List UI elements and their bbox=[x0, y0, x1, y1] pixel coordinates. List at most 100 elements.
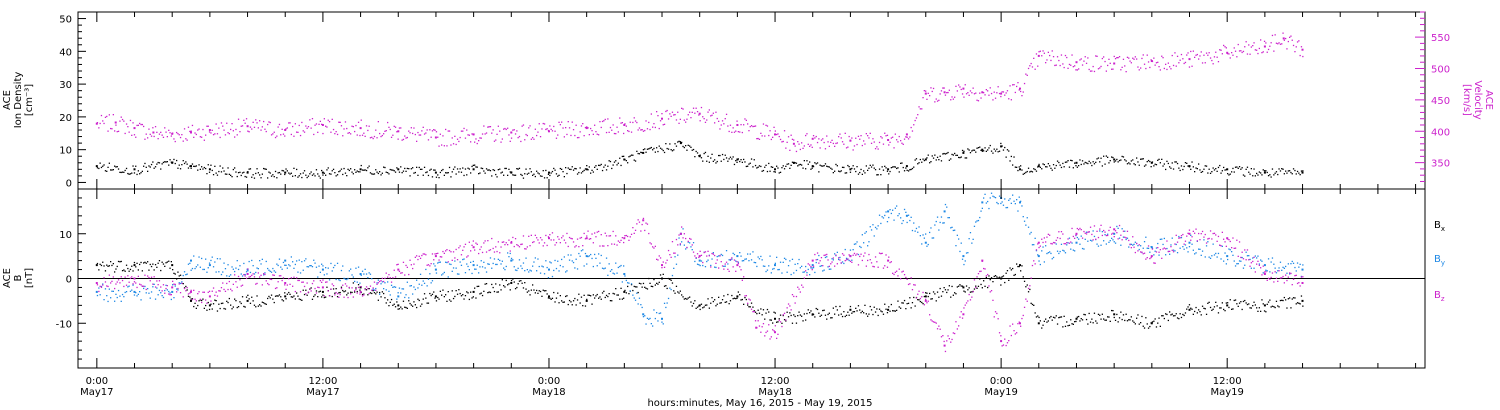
bx-series-sample bbox=[1101, 313, 1103, 315]
by-series-sample bbox=[317, 276, 319, 278]
by-series-sample bbox=[408, 297, 410, 299]
bz-series-sample bbox=[1191, 236, 1193, 238]
velocity-series-point bbox=[114, 121, 117, 124]
bz-series-point bbox=[133, 277, 136, 280]
bx-series-sample bbox=[943, 287, 945, 289]
bz-series-sample bbox=[186, 287, 188, 289]
velocity-series-sample bbox=[532, 137, 534, 139]
bz-series-sample bbox=[692, 251, 695, 253]
by-series-sample bbox=[323, 274, 325, 276]
bz-series-sample bbox=[652, 246, 654, 248]
bx-series-sample bbox=[241, 296, 244, 298]
velocity-series-sample bbox=[546, 128, 548, 130]
density-series-sample bbox=[191, 163, 194, 165]
by-series-sample bbox=[818, 254, 820, 257]
bz-series-sample bbox=[1081, 237, 1084, 239]
bz-series-sample bbox=[380, 280, 382, 282]
velocity-series-sample bbox=[327, 119, 329, 121]
by-series-sample bbox=[161, 295, 163, 297]
density-series-sample bbox=[692, 148, 695, 151]
by-series-sample bbox=[549, 261, 551, 263]
bx-series-sample bbox=[265, 303, 267, 305]
bx-series-sample bbox=[203, 307, 205, 309]
bx-series-sample bbox=[783, 319, 786, 321]
density-series-point bbox=[679, 142, 682, 145]
by-series-sample bbox=[508, 256, 510, 258]
bz-series-sample bbox=[541, 239, 543, 241]
density-series-sample bbox=[747, 165, 749, 167]
bz-series-sample bbox=[903, 274, 906, 276]
density-series-sample bbox=[376, 171, 378, 173]
bz-series-point bbox=[811, 259, 814, 262]
bx-series-sample bbox=[852, 311, 854, 313]
density-series-sample bbox=[723, 158, 725, 161]
velocity-series-sample bbox=[1008, 98, 1010, 100]
bz-series-sample bbox=[267, 282, 269, 285]
by-series-sample bbox=[1000, 202, 1002, 205]
bx-series-sample bbox=[534, 292, 536, 294]
velocity-series-sample bbox=[310, 127, 312, 129]
density-series-sample bbox=[988, 147, 990, 149]
bz-series-sample bbox=[357, 286, 360, 289]
density-series-sample bbox=[314, 175, 316, 177]
bx-series-sample bbox=[1228, 306, 1230, 309]
by-series-point bbox=[774, 264, 776, 267]
by-series-sample bbox=[299, 272, 302, 274]
velocity-series-sample bbox=[1154, 64, 1156, 66]
by-series-sample bbox=[314, 262, 316, 264]
bz-series-sample bbox=[686, 246, 688, 249]
density-series-sample bbox=[621, 155, 623, 158]
bx-series-sample bbox=[299, 298, 302, 301]
bz-series-sample bbox=[331, 283, 333, 285]
velocity-series-sample bbox=[240, 125, 242, 127]
bx-series-sample bbox=[1260, 310, 1262, 312]
density-series-sample bbox=[285, 168, 287, 170]
by-series-sample bbox=[563, 256, 565, 258]
bx-series-point bbox=[171, 264, 174, 267]
bz-series-sample bbox=[702, 261, 704, 264]
bz-series-sample bbox=[433, 259, 435, 261]
bz-series-sample bbox=[1118, 224, 1121, 227]
velocity-series-sample bbox=[549, 125, 551, 127]
velocity-series-sample bbox=[525, 133, 527, 136]
bx-series-sample bbox=[561, 300, 563, 302]
velocity-series-sample bbox=[198, 128, 200, 130]
by-series-sample bbox=[583, 265, 585, 267]
by-series-sample bbox=[617, 266, 619, 269]
velocity-series-sample bbox=[828, 145, 830, 147]
velocity-series-sample bbox=[1018, 89, 1020, 91]
velocity-series-sample bbox=[160, 131, 162, 133]
by-series-sample bbox=[443, 271, 445, 274]
density-series-sample bbox=[756, 167, 758, 169]
velocity-series-sample bbox=[782, 140, 784, 143]
by-series-sample bbox=[776, 256, 778, 258]
bx-series-sample bbox=[1074, 321, 1076, 323]
density-series-sample bbox=[718, 154, 720, 157]
bz-series-point bbox=[1113, 228, 1116, 231]
bz-series-sample bbox=[971, 296, 973, 298]
bz-series-sample bbox=[1034, 263, 1036, 265]
bz-series-sample bbox=[311, 282, 314, 285]
bz-series-sample bbox=[607, 245, 609, 247]
density-series-sample bbox=[1158, 158, 1160, 160]
legend-Bx-sub: x bbox=[1441, 225, 1445, 233]
by-series-sample bbox=[702, 264, 704, 267]
bx-series-sample bbox=[414, 304, 416, 306]
bz-series-sample bbox=[472, 240, 474, 242]
velocity-series-sample bbox=[343, 128, 345, 130]
bz-series-sample bbox=[110, 282, 112, 284]
bz-series-sample bbox=[1070, 241, 1072, 243]
velocity-series-sample bbox=[397, 138, 399, 140]
bz-series-sample bbox=[1052, 241, 1055, 244]
bx-series-sample bbox=[658, 281, 660, 283]
velocity-series-sample bbox=[750, 125, 753, 127]
by-series-sample bbox=[1227, 258, 1229, 261]
x-tick-date: May18 bbox=[758, 387, 791, 398]
by-series-sample bbox=[170, 298, 172, 301]
bz-series-sample bbox=[661, 267, 663, 269]
by-series-sample bbox=[700, 260, 703, 262]
bz-series-sample bbox=[197, 293, 199, 295]
bx-series-sample bbox=[689, 296, 691, 298]
bx-series-sample bbox=[1191, 308, 1193, 310]
density-series-sample bbox=[1294, 169, 1296, 172]
